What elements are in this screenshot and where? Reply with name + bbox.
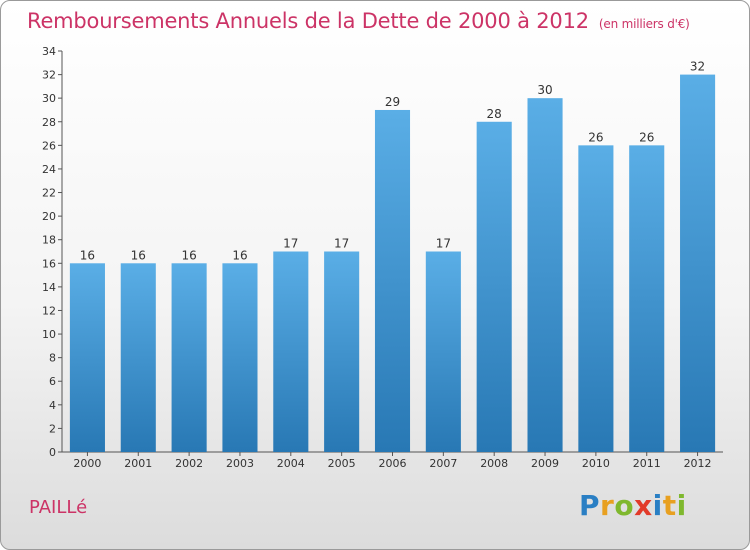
bar bbox=[171, 263, 207, 452]
y-tick-label: 32 bbox=[42, 69, 56, 82]
bar-value-label: 26 bbox=[639, 130, 654, 144]
bar bbox=[425, 251, 461, 452]
proxiti-logo: Proxiti bbox=[579, 489, 687, 522]
chart-unit: (en milliers d'€) bbox=[598, 17, 690, 31]
y-tick-label: 8 bbox=[49, 352, 56, 365]
logo-letter: t bbox=[662, 489, 677, 522]
x-tick-label: 2003 bbox=[226, 457, 254, 470]
bar bbox=[629, 145, 665, 452]
chart-title: Remboursements Annuels de la Dette de 20… bbox=[27, 9, 690, 33]
y-tick-label: 24 bbox=[42, 163, 56, 176]
bar bbox=[120, 263, 156, 452]
x-tick-label: 2005 bbox=[328, 457, 356, 470]
logo-letter: r bbox=[600, 489, 615, 522]
logo-letter: i bbox=[652, 489, 663, 522]
bar bbox=[374, 109, 411, 453]
bar-value-label: 28 bbox=[487, 107, 502, 121]
commune-name: PAILLé bbox=[29, 497, 88, 518]
x-tick-label: 2001 bbox=[124, 457, 152, 470]
bar bbox=[222, 263, 258, 452]
x-tick-label: 2008 bbox=[480, 457, 508, 470]
bar-value-label: 32 bbox=[690, 60, 705, 74]
y-tick-label: 20 bbox=[42, 210, 56, 223]
x-tick-label: 2002 bbox=[175, 457, 203, 470]
logo-letter: P bbox=[579, 489, 601, 522]
logo-letter: i bbox=[676, 489, 687, 522]
logo-letter: o bbox=[614, 489, 635, 522]
y-tick-label: 18 bbox=[42, 234, 56, 247]
chart-title-text: Remboursements Annuels de la Dette de 20… bbox=[27, 9, 589, 33]
x-tick-label: 2000 bbox=[73, 457, 101, 470]
bar-value-label: 16 bbox=[181, 248, 196, 262]
bar-value-label: 29 bbox=[385, 95, 400, 109]
bar bbox=[527, 98, 563, 453]
bar-value-label: 17 bbox=[436, 237, 451, 251]
bar-value-label: 30 bbox=[537, 83, 552, 97]
y-tick-label: 28 bbox=[42, 116, 56, 129]
x-tick-label: 2011 bbox=[633, 457, 661, 470]
bar-value-label: 16 bbox=[131, 248, 146, 262]
bars bbox=[69, 74, 716, 453]
bar bbox=[476, 121, 512, 452]
y-tick-label: 0 bbox=[49, 446, 56, 459]
y-tick-label: 10 bbox=[42, 328, 56, 341]
logo-letter: x bbox=[634, 489, 653, 522]
bar-value-label: 17 bbox=[283, 237, 298, 251]
bar bbox=[273, 251, 309, 452]
y-tick-label: 26 bbox=[42, 139, 56, 152]
bar-value-label: 17 bbox=[334, 237, 349, 251]
x-tick-label: 2009 bbox=[531, 457, 559, 470]
bar bbox=[680, 74, 716, 453]
y-tick-label: 34 bbox=[42, 45, 56, 58]
data-labels: 16 16 16 16 17 17 29 17 28 30 26 26 32 bbox=[80, 60, 705, 263]
x-tick-label: 2004 bbox=[277, 457, 305, 470]
bar bbox=[578, 145, 614, 452]
y-tick-label: 14 bbox=[42, 281, 56, 294]
bar-value-label: 16 bbox=[232, 248, 247, 262]
bar bbox=[324, 251, 360, 452]
bar-value-label: 16 bbox=[80, 248, 95, 262]
x-tick-label: 2012 bbox=[684, 457, 712, 470]
bar-value-label: 26 bbox=[588, 130, 603, 144]
bar bbox=[69, 263, 105, 452]
y-tick-label: 6 bbox=[49, 375, 56, 388]
y-tick-label: 22 bbox=[42, 187, 56, 200]
x-tick-label: 2010 bbox=[582, 457, 610, 470]
x-tick-label: 2007 bbox=[429, 457, 457, 470]
y-tick-label: 12 bbox=[42, 304, 56, 317]
y-tick-label: 16 bbox=[42, 257, 56, 270]
y-tick-label: 30 bbox=[42, 92, 56, 105]
x-tick-label: 2006 bbox=[379, 457, 407, 470]
y-tick-label: 2 bbox=[49, 422, 56, 435]
y-tick-label: 4 bbox=[49, 399, 56, 412]
